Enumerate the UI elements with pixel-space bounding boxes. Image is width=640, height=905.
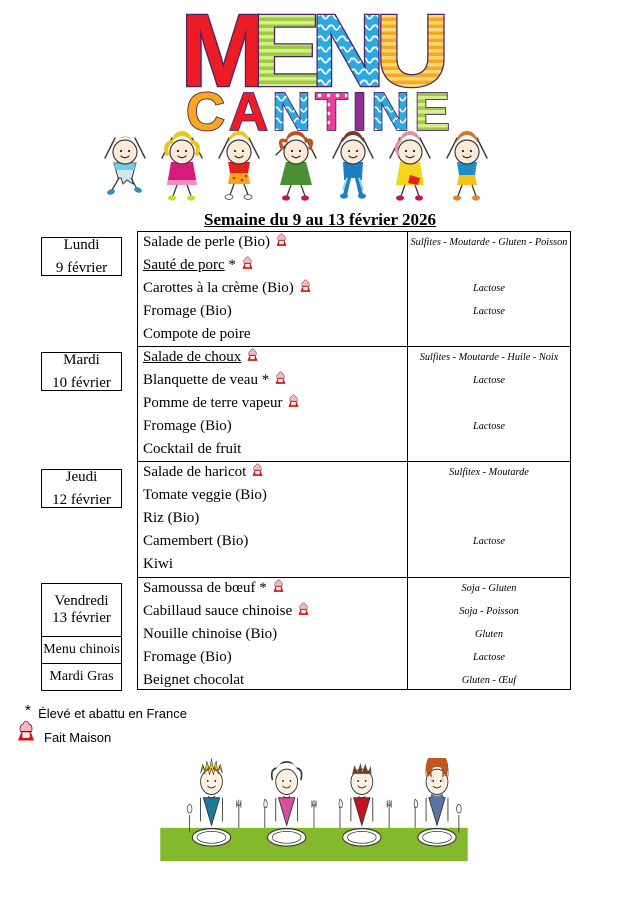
svg-text:MENU: MENU — [180, 0, 444, 95]
